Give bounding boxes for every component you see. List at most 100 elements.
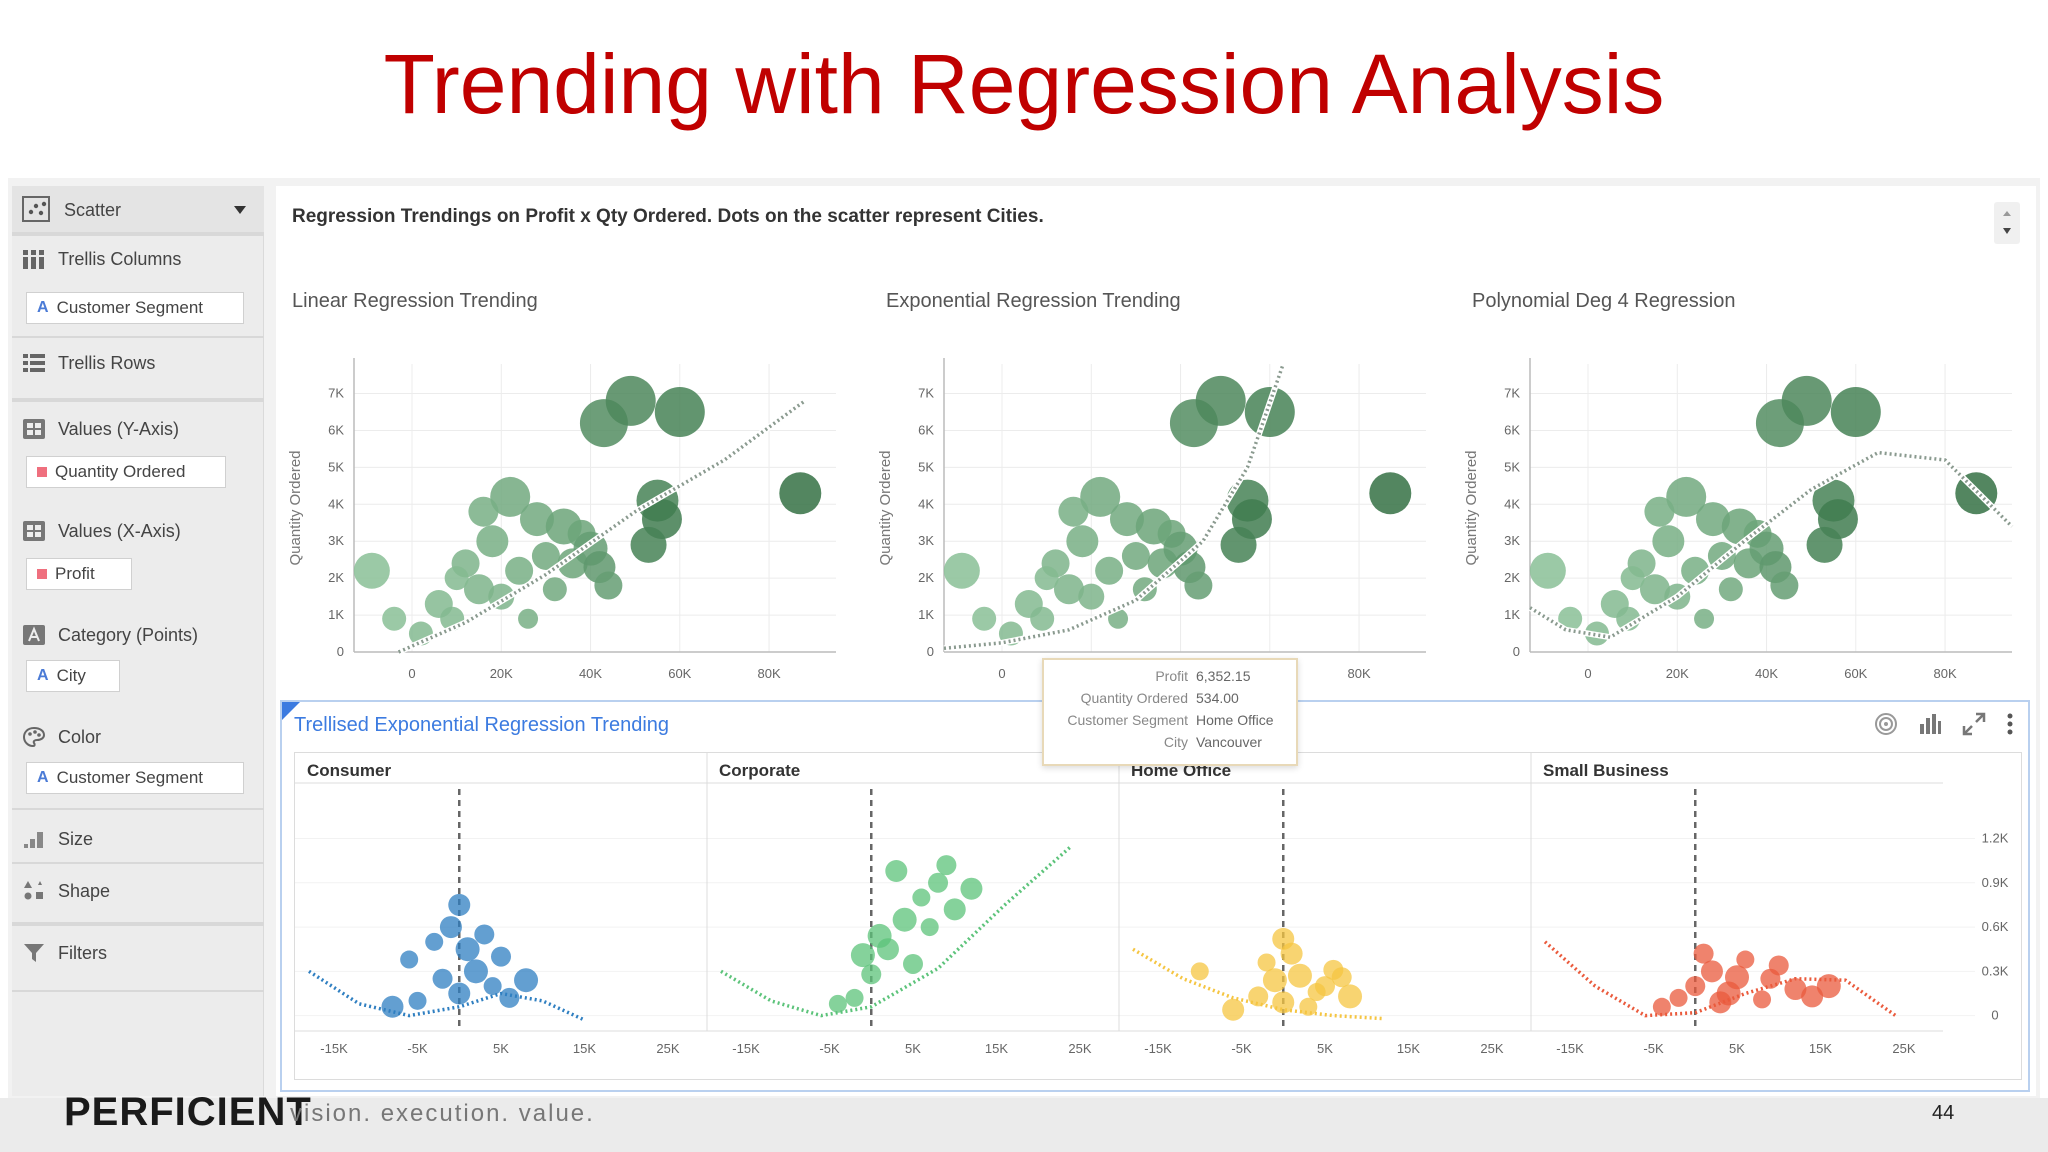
x-tick-label: 80K (757, 666, 780, 681)
x-tick-label: -15K (320, 1041, 348, 1056)
city-bubble (972, 606, 997, 631)
city-point (448, 982, 471, 1005)
x-tick-label: 40K (579, 666, 602, 681)
y-tick-label: 4K (918, 496, 934, 511)
visualization-app: Scatter Trellis Columns A Customer Segme… (8, 178, 2040, 1100)
exponential-regression-chart[interactable]: 01K2K3K4K5K6K7K020K40K60K80KProfitQuanti… (866, 336, 1446, 686)
data-point-tooltip: Profit 6,352.15 Quantity Ordered 534.00 Cu… (1042, 658, 1298, 766)
chart-type-selector[interactable]: Scatter (12, 186, 264, 232)
linear-regression-chart[interactable]: 01K2K3K4K5K6K7K020K40K60K80KProfitQuanti… (276, 336, 856, 686)
city-point (1257, 953, 1276, 972)
x-tick-label: 20K (490, 666, 513, 681)
y-tick-label: 6K (328, 422, 344, 437)
x-tick-label: 25K (1068, 1041, 1091, 1056)
separator (12, 922, 264, 926)
trellis-header-small-business: Small Business (1543, 761, 1669, 780)
x-tick-label: -15K (1144, 1041, 1172, 1056)
city-bubble (444, 566, 469, 591)
tooltip-row: Profit 6,352.15 (1155, 668, 1251, 684)
x-tick-label: 25K (1480, 1041, 1503, 1056)
city-bubble (1695, 502, 1730, 537)
city-point (448, 893, 471, 916)
city-bubble (1806, 526, 1843, 563)
y-tick-label: 1K (1504, 607, 1520, 622)
canvas-caption: Regression Trendings on Profit x Qty Ord… (292, 206, 1044, 227)
y-tick-label: 0 (1513, 644, 1520, 659)
city-bubble (1620, 566, 1645, 591)
more-options-icon[interactable] (2006, 712, 2014, 736)
tooltip-row: Customer Segment Home Office (1067, 712, 1274, 728)
y-axis-title: Quantity Ordered (1463, 450, 1480, 565)
city-point (499, 987, 520, 1008)
city-point (861, 964, 882, 985)
city-bubble (505, 556, 534, 585)
category-pill[interactable]: A City (26, 660, 120, 692)
city-point (903, 953, 923, 974)
y-tick-label: 7K (1504, 386, 1520, 401)
grammar-panel: Scatter Trellis Columns A Customer Segme… (12, 186, 264, 1096)
city-bubble (1030, 606, 1055, 631)
city-point (1338, 984, 1363, 1009)
city-bubble (463, 574, 494, 605)
city-bubble (1644, 496, 1675, 527)
trellis-rows-header[interactable]: Trellis Rows (22, 352, 155, 374)
city-point (1299, 997, 1318, 1016)
city-bubble (594, 571, 623, 600)
attribute-type-icon: A (37, 299, 49, 316)
city-bubble (1694, 608, 1715, 629)
trellis-columns-header: Trellis Columns (22, 248, 181, 270)
values-y-pill[interactable]: Quantity Ordered (26, 456, 226, 488)
bar-chart-icon[interactable] (1918, 712, 1942, 736)
maximize-icon[interactable] (1962, 712, 1986, 736)
city-bubble (1066, 525, 1099, 558)
values-x-pill[interactable]: Profit (26, 558, 132, 590)
separator (12, 398, 264, 402)
selection-marker (282, 702, 300, 720)
trellis-rows-icon (23, 354, 45, 372)
city-point (850, 943, 875, 968)
dropdown-caret-icon[interactable] (234, 206, 246, 214)
y-tick-label: 1K (328, 607, 344, 622)
city-point (936, 855, 957, 876)
city-bubble (1781, 375, 1832, 426)
x-tick-label: 80K (1347, 666, 1370, 681)
city-bubble (476, 525, 509, 558)
x-tick-label: 5K (493, 1041, 509, 1056)
city-bubble (1034, 566, 1059, 591)
city-point (845, 988, 864, 1007)
size-header[interactable]: Size (22, 828, 93, 850)
city-bubble (1220, 526, 1257, 563)
city-bubble (1830, 387, 1881, 437)
canvas-scroll-button[interactable] (1994, 202, 2020, 244)
city-bubble (1369, 472, 1412, 515)
y-tick-label: 0 (1991, 1008, 1998, 1023)
target-icon[interactable] (1874, 712, 1898, 736)
x-tick-label: 25K (1892, 1041, 1915, 1056)
attribute-type-icon: A (37, 667, 49, 684)
city-bubble (468, 496, 499, 527)
city-point (1287, 963, 1312, 988)
city-point (1725, 965, 1749, 990)
y-tick-label: 7K (328, 386, 344, 401)
trellis-chart[interactable]: 0 0.3K 0.6K 0.9K 1.2K -15K -5K 5K 15K 25K -15K -5K 5… (295, 753, 2023, 1081)
y-tick-label: 5K (918, 459, 934, 474)
city-point (885, 859, 908, 882)
shape-header[interactable]: Shape (22, 880, 110, 902)
color-pill[interactable]: A Customer Segment (26, 762, 244, 794)
city-point (1693, 943, 1714, 964)
y-tick-label: 0.9K (1982, 875, 2009, 890)
polynomial-regression-chart[interactable]: 01K2K3K4K5K6K7K020K40K60K80KProfitQuanti… (1452, 336, 2032, 686)
x-tick-label: -5K (1643, 1041, 1664, 1056)
trellis-columns-pill[interactable]: A Customer Segment (26, 292, 244, 324)
x-tick-label: -15K (1556, 1041, 1584, 1056)
city-point (432, 968, 453, 989)
filters-header[interactable]: Filters (22, 942, 107, 964)
page-number: 44 (1932, 1102, 1955, 1124)
city-bubble (1108, 608, 1129, 629)
city-bubble (1058, 496, 1089, 527)
trend-line-halo (1528, 449, 2015, 641)
x-tick-label: -5K (1231, 1041, 1252, 1056)
y-tick-label: 3K (1504, 533, 1520, 548)
city-point (1222, 998, 1245, 1021)
scroll-arrows-icon (2003, 211, 2011, 234)
